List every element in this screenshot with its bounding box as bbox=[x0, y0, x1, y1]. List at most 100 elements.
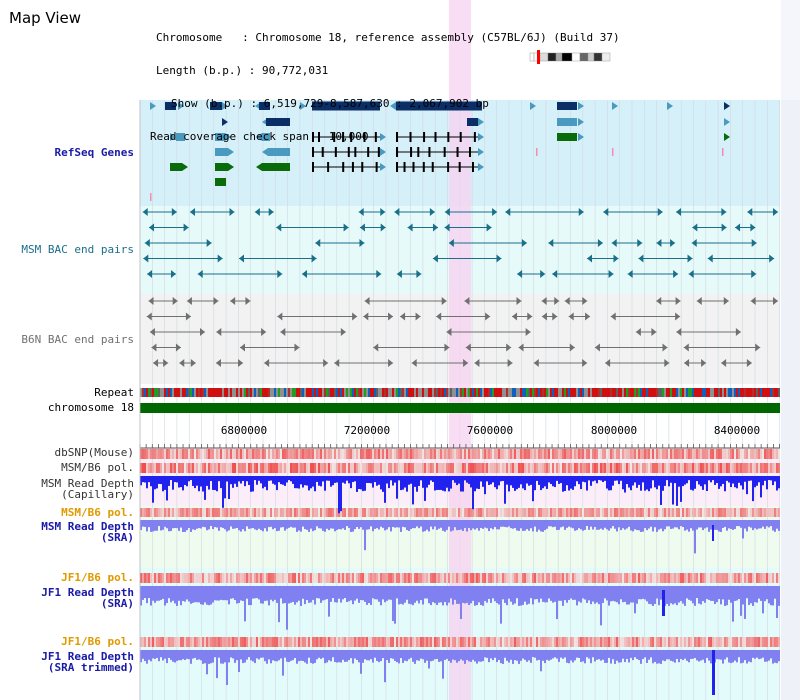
msm-sra-depth-bar bbox=[610, 520, 612, 529]
msm-pol-cell bbox=[682, 463, 684, 473]
msm-sra-depth-bar bbox=[270, 520, 272, 527]
jf1-trim-depth-bar bbox=[704, 650, 706, 663]
repeat-cell bbox=[672, 388, 674, 397]
dbsnp-cell bbox=[538, 449, 540, 459]
msm-bac-pair-end bbox=[688, 270, 694, 278]
jf1-pol2-cell bbox=[632, 637, 634, 647]
repeat-cell bbox=[308, 388, 310, 397]
jf1-pol-cell bbox=[668, 573, 670, 583]
msm-sra-depth-bar bbox=[482, 520, 484, 529]
msm-capillary-depth-bar bbox=[682, 476, 684, 487]
jf1-trim-depth-bar bbox=[366, 650, 368, 661]
msm-pol2-cell bbox=[328, 508, 330, 517]
jf1-trim-depth-bar bbox=[776, 650, 778, 664]
msm-pol2-cell bbox=[544, 508, 546, 517]
msm-sra-depth-bar bbox=[462, 520, 464, 531]
msm-pol2-cell bbox=[526, 508, 528, 517]
msm-sra-depth-bar bbox=[642, 520, 644, 532]
jf1-pol2-cell bbox=[740, 637, 742, 647]
jf1-pol2-cell bbox=[444, 637, 446, 647]
msm-sra-depth-bar bbox=[230, 520, 232, 527]
jf1-pol2-cell bbox=[762, 637, 764, 647]
track-label-msm-depth-capillary[interactable]: MSM Read Depth (Capillary) bbox=[41, 477, 134, 501]
b6n-bac-pair-end bbox=[485, 312, 491, 321]
track-label-msm-b6-pol-2[interactable]: MSM/B6 pol. bbox=[61, 506, 134, 519]
jf1-trim-depth-bar bbox=[312, 650, 314, 664]
jf1-sra-depth-bar bbox=[202, 586, 204, 605]
msm-sra-depth-bar bbox=[584, 520, 586, 530]
msm-sra-depth-bar bbox=[574, 520, 576, 531]
jf1-pol2-cell bbox=[140, 637, 142, 647]
jf1-pol-cell bbox=[266, 573, 268, 583]
jf1-trim-depth-bar bbox=[406, 650, 408, 662]
track-label-msm-depth-sra[interactable]: MSM Read Depth (SRA) bbox=[41, 520, 134, 544]
jf1-trim-depth-bar bbox=[772, 650, 774, 664]
msm-sra-depth-bar bbox=[704, 520, 706, 529]
msm-sra-depth-bar bbox=[770, 520, 772, 527]
repeat-cell bbox=[292, 388, 294, 397]
track-label-refseq[interactable]: RefSeq Genes bbox=[54, 146, 134, 159]
jf1-pol-cell bbox=[240, 573, 242, 583]
dbsnp-cell bbox=[310, 449, 312, 459]
dbsnp-cell bbox=[276, 449, 278, 459]
msm-pol2-cell bbox=[214, 508, 216, 517]
msm-capillary-depth-bar bbox=[318, 476, 320, 486]
jf1-pol2-cell bbox=[512, 637, 514, 647]
repeat-cell bbox=[298, 388, 300, 397]
track-label-jf1-b6-pol-2[interactable]: JF1/B6 pol. bbox=[61, 635, 134, 648]
repeat-cell bbox=[638, 388, 640, 397]
jf1-pol2-cell bbox=[208, 637, 210, 647]
msm-capillary-depth-bar bbox=[518, 476, 520, 488]
repeat-cell bbox=[434, 388, 436, 397]
repeat-cell bbox=[468, 388, 470, 397]
track-label-jf1-depth-sra[interactable]: JF1 Read Depth (SRA) bbox=[41, 586, 134, 610]
dbsnp-cell bbox=[416, 449, 418, 459]
msm-pol2-cell bbox=[332, 508, 334, 517]
jf1-pol-cell bbox=[436, 573, 438, 583]
b6n-bac-pair-end bbox=[213, 297, 219, 305]
msm-capillary-depth-bar bbox=[496, 476, 498, 490]
msm-capillary-depth-bar bbox=[280, 476, 282, 485]
track-label-chromosome: chromosome 18 bbox=[47, 401, 134, 414]
msm-pol2-cell bbox=[632, 508, 634, 517]
jf1-pol2-cell bbox=[334, 637, 336, 647]
jf1-pol2-cell bbox=[714, 637, 716, 647]
jf1-pol-cell bbox=[506, 573, 508, 583]
track-label-b6n-bac[interactable]: B6N BAC end pairs bbox=[21, 333, 134, 346]
jf1-pol-cell bbox=[608, 573, 610, 583]
track-label-jf1-b6-pol-1[interactable]: JF1/B6 pol. bbox=[61, 571, 134, 584]
repeat-cell bbox=[742, 388, 744, 397]
track-label-dbsnp[interactable]: dbSNP(Mouse) bbox=[54, 446, 134, 459]
jf1-pol-cell bbox=[480, 573, 482, 583]
jf1-sra-depth-bar bbox=[446, 586, 448, 606]
jf1-pol2-cell bbox=[422, 637, 424, 647]
track-label-msm-bac[interactable]: MSM BAC end pairs bbox=[21, 243, 134, 256]
repeat-cell bbox=[688, 388, 690, 397]
b6n-bac-pair-end bbox=[662, 343, 668, 352]
track-label-msm-b6-pol-1[interactable]: MSM/B6 pol. bbox=[61, 461, 134, 474]
msm-capillary-depth-bar bbox=[700, 476, 702, 487]
jf1-pol2-cell bbox=[170, 637, 172, 647]
axis-tick-label: 7200000 bbox=[344, 424, 390, 437]
jf1-pol-cell bbox=[746, 573, 748, 583]
track-label-jf1-depth-trimmed[interactable]: JF1 Read Depth (SRA trimmed) bbox=[41, 650, 134, 674]
jf1-pol-cell bbox=[218, 573, 220, 583]
msm-capillary-depth-bar bbox=[738, 476, 740, 483]
gene-block bbox=[215, 148, 228, 156]
repeat-cell bbox=[154, 388, 156, 397]
msm-pol-cell bbox=[660, 463, 662, 473]
msm-sra-depth-bar bbox=[214, 520, 216, 528]
jf1-pol-cell bbox=[426, 573, 428, 583]
msm-capillary-depth-bar bbox=[632, 476, 634, 486]
msm-pol-cell bbox=[302, 463, 304, 473]
msm-sra-depth-bar bbox=[384, 520, 386, 531]
jf1-sra-depth-bar bbox=[146, 586, 148, 604]
repeat-cell bbox=[624, 388, 626, 397]
dbsnp-cell bbox=[144, 449, 146, 459]
msm-pol2-cell bbox=[324, 508, 326, 517]
jf1-pol2-cell bbox=[610, 637, 612, 647]
jf1-sra-depth-bar bbox=[370, 586, 372, 605]
repeat-cell bbox=[542, 388, 544, 397]
dbsnp-cell bbox=[202, 449, 204, 459]
